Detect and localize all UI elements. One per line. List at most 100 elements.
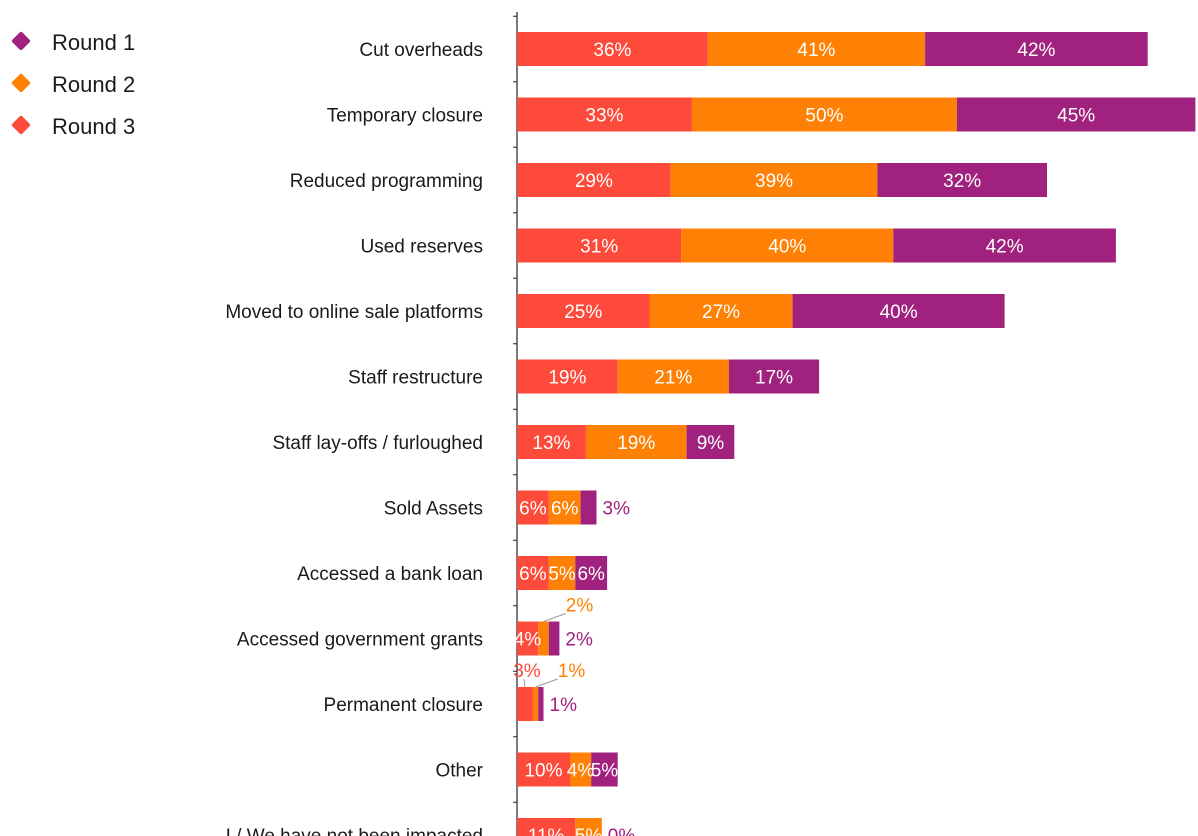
bar-segment	[707, 32, 926, 66]
bar-segment	[792, 294, 1005, 328]
bar-segment	[548, 490, 581, 525]
bar-segment	[893, 228, 1116, 263]
category-label: Staff restructure	[348, 368, 483, 389]
value-label: 36%	[593, 40, 631, 61]
value-label: 45%	[1057, 106, 1095, 127]
bar-segment	[670, 163, 878, 197]
bar-segment	[591, 752, 618, 787]
value-label: 5%	[575, 826, 603, 836]
value-label: 6%	[519, 499, 547, 520]
bar-segment	[570, 752, 592, 787]
bar-segment	[517, 490, 549, 525]
value-label: 25%	[564, 302, 602, 323]
value-label: 2%	[566, 596, 594, 617]
category-label: Used reserves	[361, 237, 484, 258]
category-label: I / We have not been impacted	[226, 826, 483, 836]
legend-label: Round 3	[52, 114, 136, 139]
value-label: 40%	[768, 237, 806, 258]
value-label: 6%	[551, 499, 579, 520]
leader-line	[523, 678, 526, 688]
value-label: 29%	[575, 171, 613, 192]
value-label: 4%	[514, 630, 542, 651]
value-label: 40%	[880, 302, 918, 323]
bar-segment	[691, 97, 957, 132]
bar-segment	[580, 490, 597, 525]
bar-segment	[517, 163, 671, 197]
bar-segment	[517, 687, 533, 721]
bar-segment	[575, 818, 602, 836]
value-label: 27%	[702, 302, 740, 323]
legend-item: Round 3	[10, 112, 210, 142]
bar-segment	[532, 687, 539, 721]
bar-segment	[585, 425, 687, 459]
category-label: Accessed government grants	[237, 630, 483, 651]
category-label: Temporary closure	[327, 106, 483, 127]
bar-segment	[517, 752, 570, 787]
category-label: Other	[435, 761, 483, 782]
legend-item: Round 1	[10, 28, 210, 58]
bar-segment	[517, 97, 692, 132]
bar-segment	[517, 359, 618, 394]
bar-segment	[548, 621, 560, 656]
value-label: 3%	[513, 661, 541, 682]
value-label: 3%	[603, 499, 631, 520]
value-label: 19%	[617, 433, 655, 454]
value-label: 6%	[519, 564, 547, 585]
value-label: 9%	[697, 433, 725, 454]
bar-segment	[517, 818, 576, 836]
bar-segment	[548, 556, 576, 590]
value-label: 1%	[550, 695, 578, 716]
bar-segment	[517, 228, 682, 263]
bar-segment	[575, 556, 608, 590]
value-label: 32%	[943, 171, 981, 192]
bar-segment	[649, 294, 793, 328]
value-label: 42%	[986, 237, 1024, 258]
value-label: 19%	[548, 368, 586, 389]
leader-line	[543, 613, 566, 622]
bar-segment	[517, 621, 539, 656]
value-label: 6%	[577, 564, 605, 585]
value-label: 13%	[532, 433, 570, 454]
category-label: Permanent closure	[324, 695, 483, 716]
bar-segment	[517, 556, 549, 590]
bar-segment	[686, 425, 735, 459]
bar-segment	[681, 228, 894, 263]
value-label: 0%	[608, 826, 636, 836]
bar-segment	[956, 97, 1196, 132]
value-label: 11%	[528, 826, 565, 836]
value-label: 33%	[585, 106, 623, 127]
value-label: 42%	[1017, 40, 1055, 61]
value-label: 2%	[565, 630, 593, 651]
value-label: 31%	[580, 237, 618, 258]
value-label: 50%	[805, 106, 843, 127]
legend-item: Round 2	[10, 70, 210, 100]
bar-segment	[538, 687, 544, 721]
value-label: 21%	[654, 368, 692, 389]
value-label: 5%	[591, 761, 619, 782]
legend-label: Round 2	[52, 72, 136, 97]
bar-segment	[729, 359, 820, 394]
category-label: Moved to online sale platforms	[225, 302, 483, 323]
leader-line	[535, 678, 558, 688]
value-label: 39%	[755, 171, 793, 192]
value-label: 10%	[524, 761, 562, 782]
category-label: Reduced programming	[290, 171, 483, 192]
legend-label: Round 1	[52, 30, 136, 55]
value-label: 17%	[755, 368, 793, 389]
value-label: 5%	[548, 564, 576, 585]
bar-segment	[517, 425, 586, 459]
bar-segment	[538, 621, 549, 656]
bar-segment	[617, 359, 729, 394]
bar-segment	[517, 32, 708, 66]
bar-segment	[517, 294, 650, 328]
bar-segment	[877, 163, 1047, 197]
category-label: Cut overheads	[359, 40, 483, 61]
category-label: Staff lay-offs / furloughed	[272, 433, 483, 454]
value-label: 1%	[558, 661, 586, 682]
value-label: 4%	[567, 761, 595, 782]
bar-segment	[925, 32, 1148, 66]
value-label: 41%	[797, 40, 835, 61]
category-label: Sold Assets	[384, 499, 483, 520]
